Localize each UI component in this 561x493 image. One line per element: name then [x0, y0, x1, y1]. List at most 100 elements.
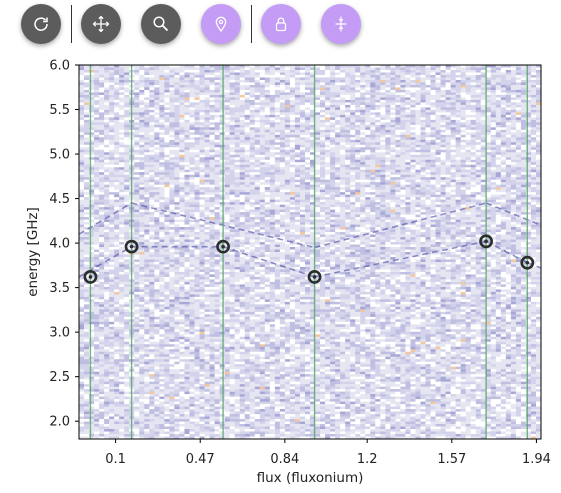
heatmap-cell	[440, 129, 447, 133]
heatmap-cell	[159, 157, 165, 161]
heatmap-cell	[144, 99, 150, 103]
heatmap-cell	[525, 127, 532, 131]
heatmap-cell	[345, 102, 351, 106]
heatmap-cell	[224, 134, 231, 138]
heatmap-cell	[239, 107, 246, 111]
heatmap-cell	[365, 72, 371, 76]
heatmap-cell	[234, 117, 241, 121]
heatmap-cell	[445, 154, 452, 158]
heatmap-cell	[119, 147, 125, 151]
heatmap-cell	[99, 127, 105, 131]
heatmap-cell	[224, 69, 231, 74]
heatmap-cell	[525, 69, 532, 74]
heatmap-cell	[395, 84, 401, 89]
heatmap-cell	[284, 77, 291, 81]
heatmap-cell	[154, 137, 160, 141]
heatmap-cell	[450, 79, 457, 84]
heatmap-cell	[139, 132, 145, 136]
heatmap-cell	[505, 122, 512, 126]
heatmap-cell	[169, 137, 175, 141]
heatmap-cell	[149, 87, 155, 91]
heatmap-cell	[355, 65, 361, 69]
heatmap-cell	[500, 142, 507, 146]
heatmap-cell	[350, 129, 356, 133]
heatmap-cell	[244, 114, 251, 118]
heatmap-cell	[199, 77, 206, 81]
heatmap-cell	[174, 137, 180, 141]
heatmap-cell	[234, 114, 241, 118]
heatmap-cell	[139, 109, 145, 113]
heatmap-cell	[199, 154, 206, 158]
heatmap-cell	[94, 74, 100, 79]
heatmap-cell	[465, 114, 472, 118]
heatmap-cell	[194, 137, 201, 141]
heatmap-cell	[515, 117, 522, 121]
heatmap-cell	[89, 124, 95, 128]
heatmap-cell	[194, 82, 201, 86]
heatmap-cell	[124, 154, 130, 158]
heatmap-cell	[395, 147, 401, 151]
heatmap-cell	[149, 84, 155, 89]
pan-button[interactable]	[81, 4, 121, 44]
heatmap-cell	[510, 137, 517, 141]
heatmap-cell	[330, 84, 336, 89]
heatmap-cell	[109, 97, 115, 101]
heatmap-cell	[435, 74, 442, 79]
heatmap-cell	[89, 107, 95, 111]
heatmap-cell	[304, 112, 311, 116]
heatmap-cell	[89, 117, 95, 121]
heatmap-cell	[99, 157, 105, 161]
heatmap-cell	[109, 152, 115, 156]
heatmap-cell	[179, 89, 185, 94]
heatmap-cell	[535, 104, 541, 108]
heatmap-cell	[264, 127, 271, 131]
heatmap-cell	[194, 97, 201, 101]
heatmap-cell	[299, 154, 306, 158]
heatmap-cell	[229, 77, 236, 81]
heatmap-cell	[259, 92, 266, 96]
heatmap-cell	[109, 102, 115, 106]
heatmap-cell	[279, 77, 286, 81]
heatmap-cell	[435, 152, 442, 156]
heatmap-cell	[264, 149, 271, 153]
heatmap-cell	[520, 84, 527, 89]
heatmap-cell	[89, 89, 95, 94]
heatmap-cell	[335, 99, 341, 103]
heatmap-cell	[239, 74, 246, 79]
heatmap-cell	[269, 109, 276, 113]
heatmap-cell	[159, 65, 165, 69]
heatmap-cell	[219, 117, 226, 121]
heatmap-cell	[335, 119, 341, 123]
heatmap-cell	[139, 92, 145, 96]
heatmap-cell	[420, 124, 426, 128]
heatmap-cell	[149, 99, 155, 103]
heatmap-cell	[385, 154, 391, 158]
heatmap-cell	[455, 122, 462, 126]
lock-button[interactable]	[261, 4, 301, 44]
heatmap-cell	[535, 99, 541, 103]
heatmap-cell	[239, 157, 246, 161]
heatmap-cell	[475, 92, 482, 96]
heatmap-cell	[450, 92, 457, 96]
heatmap-cell	[400, 112, 406, 116]
heatmap-cell	[400, 129, 406, 133]
heatmap-cell	[214, 132, 221, 136]
zoom-button[interactable]	[141, 4, 181, 44]
heatmap-cell	[229, 99, 236, 103]
heatmap-cell	[460, 89, 467, 94]
heatmap-cell	[310, 97, 316, 101]
heatmap-cell	[174, 109, 180, 113]
heatmap-cell	[490, 107, 497, 111]
heatmap-cell	[299, 79, 306, 84]
heatmap-cell	[234, 102, 241, 106]
heatmap-cell	[390, 92, 396, 96]
heatmap-cell	[119, 102, 125, 106]
heatmap-cell	[209, 89, 216, 94]
snap-line-button[interactable]	[321, 4, 361, 44]
heatmap-cell	[239, 152, 246, 156]
heatmap-cell	[204, 154, 211, 158]
heatmap-cell	[405, 119, 411, 123]
select-point-button[interactable]	[201, 4, 241, 44]
reset-view-button[interactable]	[21, 4, 61, 44]
